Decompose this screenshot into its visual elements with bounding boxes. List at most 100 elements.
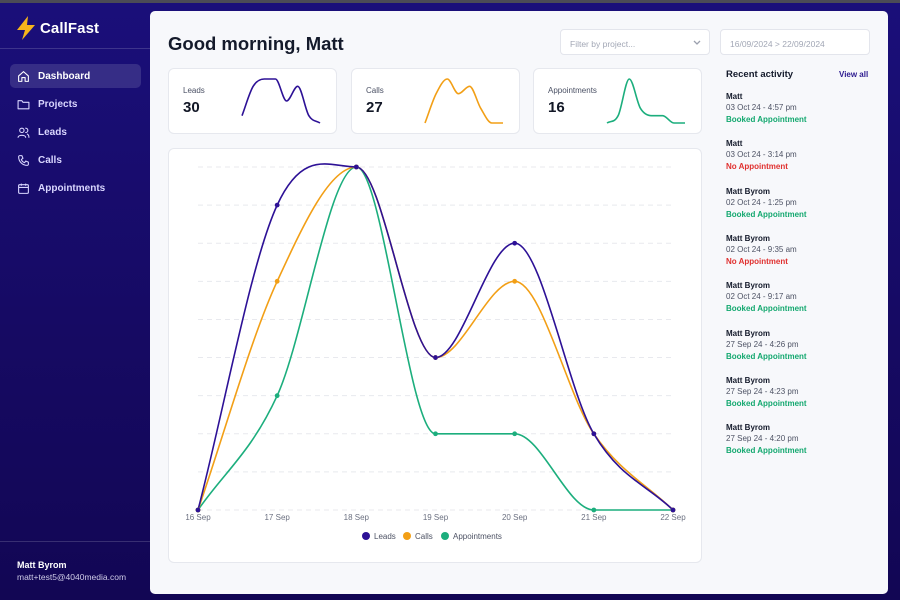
activity-time: 27 Sep 24 - 4:20 pm bbox=[726, 434, 799, 444]
chevron-down-icon bbox=[693, 40, 701, 45]
activity-name: Matt Byrom bbox=[726, 328, 771, 338]
app-name: CallFast bbox=[40, 19, 100, 37]
activity-item[interactable]: Matt Byrom 27 Sep 24 - 4:26 pm Booked Appo… bbox=[726, 328, 870, 362]
window-top-edge bbox=[0, 0, 900, 3]
stat-card-leads[interactable]: Leads 30 bbox=[168, 68, 337, 134]
activity-time: 02 Oct 24 - 1:25 pm bbox=[726, 197, 797, 207]
activity-status: Booked Appointment bbox=[726, 446, 807, 456]
stat-card-appointments[interactable]: Appointments 16 bbox=[533, 68, 702, 134]
activity-name: Matt bbox=[726, 139, 743, 149]
activity-name: Matt Byrom bbox=[726, 375, 771, 385]
sidebar-item-calls[interactable]: Calls bbox=[10, 148, 141, 172]
data-point-leads[interactable] bbox=[353, 164, 359, 170]
sparkline-path bbox=[606, 78, 685, 124]
x-tick-label: 18 Sep bbox=[344, 513, 370, 522]
phone-icon bbox=[18, 154, 29, 166]
calls-sparkline bbox=[424, 78, 503, 124]
data-point-leads[interactable] bbox=[274, 202, 280, 208]
view-all-link[interactable]: View all bbox=[839, 70, 869, 79]
user-name[interactable]: Matt Byrom bbox=[17, 560, 67, 570]
stat-value: 30 bbox=[183, 99, 200, 116]
calendar-icon bbox=[18, 183, 29, 194]
data-point-appointments[interactable] bbox=[274, 393, 280, 399]
stat-label: Leads bbox=[183, 86, 205, 95]
folder-icon bbox=[17, 99, 30, 109]
activity-status: Booked Appointment bbox=[726, 304, 807, 314]
activity-time: 02 Oct 24 - 9:35 am bbox=[726, 244, 797, 254]
stat-card-calls[interactable]: Calls 27 bbox=[351, 68, 520, 134]
data-point-leads[interactable] bbox=[433, 355, 438, 360]
sparkline-path bbox=[241, 78, 321, 124]
activity-item[interactable]: Matt 03 Oct 24 - 4:57 pm Booked Appointmen… bbox=[726, 91, 870, 125]
leads-sparkline bbox=[241, 78, 321, 124]
sidebar-item-label: Calls bbox=[38, 154, 62, 166]
home-icon bbox=[18, 70, 29, 82]
stat-value: 27 bbox=[366, 99, 383, 116]
sidebar-item-label: Dashboard bbox=[38, 70, 91, 82]
project-filter-placeholder: Filter by project... bbox=[570, 39, 636, 49]
activity-time: 03 Oct 24 - 4:57 pm bbox=[726, 103, 797, 112]
x-tick-label: 21 Sep bbox=[581, 513, 607, 522]
project-filter-select[interactable]: Filter by project... bbox=[560, 29, 710, 55]
activity-status: Booked Appointment bbox=[726, 398, 807, 408]
series-line-leads bbox=[197, 163, 674, 511]
sidebar-divider bbox=[0, 541, 150, 542]
x-tick-label: 17 Sep bbox=[264, 513, 290, 522]
activity-name: Matt Byrom bbox=[726, 233, 771, 243]
x-tick-label: 19 Sep bbox=[423, 513, 449, 522]
data-point-leads[interactable] bbox=[195, 507, 201, 513]
date-range-input[interactable]: 16/09/2024 > 22/09/2024 bbox=[720, 29, 870, 55]
activity-item[interactable]: Matt Byrom 27 Sep 24 - 4:20 pm Booked Appo… bbox=[726, 422, 870, 456]
activity-time: 02 Oct 24 - 9:17 am bbox=[726, 292, 797, 302]
data-point-calls[interactable] bbox=[274, 278, 280, 284]
activity-item[interactable]: Matt 03 Oct 24 - 3:14 pm No Appointment bbox=[726, 138, 870, 172]
date-range-value: 16/09/2024 > 22/09/2024 bbox=[730, 39, 825, 49]
sidebar-item-dashboard[interactable]: Dashboard bbox=[10, 64, 141, 88]
activity-item[interactable]: Matt Byrom 02 Oct 24 - 1:25 pm Booked Appo… bbox=[726, 186, 870, 220]
page-title: Good morning, Matt bbox=[168, 33, 344, 54]
stat-label: Calls bbox=[366, 86, 384, 95]
data-point-leads[interactable] bbox=[591, 431, 597, 437]
stat-label: Appointments bbox=[548, 86, 597, 95]
data-point-appointments[interactable] bbox=[591, 507, 597, 513]
activity-item[interactable]: Matt Byrom 27 Sep 24 - 4:23 pm Booked Appo… bbox=[726, 375, 870, 409]
activity-name: Matt Byrom bbox=[726, 281, 771, 291]
x-tick-label: 20 Sep bbox=[502, 513, 528, 522]
series-line-appointments bbox=[197, 166, 673, 511]
activity-status: No Appointment bbox=[726, 162, 788, 172]
sidebar-item-label: Appointments bbox=[38, 182, 106, 194]
sidebar-item-appointments[interactable]: Appointments bbox=[10, 176, 141, 200]
legend-label-appointments[interactable]: Appointments bbox=[453, 532, 502, 541]
line-chart: 16 Sep 17 Sep 18 Sep 19 Sep 20 Sep 21 Sep 22 S… bbox=[185, 163, 686, 541]
data-point-leads[interactable] bbox=[670, 507, 676, 513]
sidebar-item-projects[interactable]: Projects bbox=[10, 92, 141, 116]
activity-item[interactable]: Matt Byrom 02 Oct 24 - 9:17 am Booked Appo… bbox=[726, 280, 870, 314]
legend-label-leads[interactable]: Leads bbox=[374, 532, 396, 541]
x-tick-label: 22 Sep bbox=[660, 513, 686, 522]
appointments-sparkline bbox=[606, 78, 685, 124]
line-chart-card: 16 Sep 17 Sep 18 Sep 19 Sep 20 Sep 21 Sep 22 S… bbox=[168, 148, 702, 563]
sidebar-divider bbox=[0, 48, 150, 49]
data-point-leads[interactable] bbox=[512, 240, 518, 246]
x-tick-label: 16 Sep bbox=[185, 513, 211, 522]
data-point-appointments[interactable] bbox=[512, 431, 518, 437]
activity-name: Matt Byrom bbox=[726, 423, 771, 433]
sidebar-item-leads[interactable]: Leads bbox=[10, 120, 141, 144]
activity-name: Matt Byrom bbox=[726, 186, 771, 196]
activity-status: No Appointment bbox=[726, 256, 788, 266]
activity-time: 27 Sep 24 - 4:23 pm bbox=[726, 386, 799, 396]
logo[interactable]: CallFast bbox=[16, 16, 99, 40]
activity-status: Booked Appointment bbox=[726, 209, 807, 219]
legend-marker-leads bbox=[362, 532, 370, 540]
data-point-appointments[interactable] bbox=[433, 431, 438, 437]
lightning-icon bbox=[17, 16, 35, 40]
data-point-calls[interactable] bbox=[512, 278, 518, 284]
activity-status: Booked Appointment bbox=[726, 115, 807, 124]
legend-marker-appointments bbox=[441, 532, 449, 540]
activity-item[interactable]: Matt Byrom 02 Oct 24 - 9:35 am No Appointm… bbox=[726, 233, 870, 267]
main-panel: Good morning, Matt Filter by project... … bbox=[150, 11, 888, 594]
activity-time: 27 Sep 24 - 4:26 pm bbox=[726, 339, 799, 349]
users-icon bbox=[17, 127, 30, 138]
legend-label-calls[interactable]: Calls bbox=[415, 532, 433, 541]
sidebar-item-label: Leads bbox=[38, 126, 67, 138]
